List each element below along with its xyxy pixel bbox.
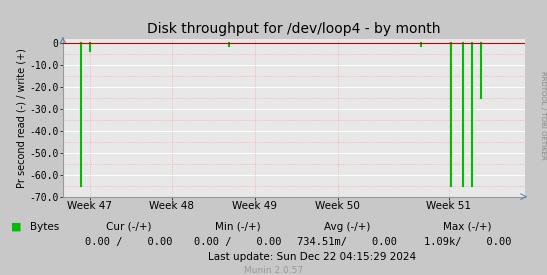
Text: Max (-/+): Max (-/+)	[444, 222, 492, 232]
Text: Last update: Sun Dec 22 04:15:29 2024: Last update: Sun Dec 22 04:15:29 2024	[208, 252, 416, 262]
Text: ■: ■	[11, 222, 21, 232]
Text: 0.00 /    0.00: 0.00 / 0.00	[194, 237, 282, 247]
Text: 0.00 /    0.00: 0.00 / 0.00	[85, 237, 172, 247]
Text: RRDTOOL / TOBI OETIKER: RRDTOOL / TOBI OETIKER	[540, 71, 546, 160]
Title: Disk throughput for /dev/loop4 - by month: Disk throughput for /dev/loop4 - by mont…	[147, 22, 441, 36]
Text: Cur (-/+): Cur (-/+)	[106, 222, 152, 232]
Text: 1.09k/    0.00: 1.09k/ 0.00	[424, 237, 511, 247]
Text: Munin 2.0.57: Munin 2.0.57	[244, 266, 303, 274]
Text: Bytes: Bytes	[30, 222, 59, 232]
Text: Avg (-/+): Avg (-/+)	[324, 222, 370, 232]
Text: Min (-/+): Min (-/+)	[215, 222, 261, 232]
Text: 734.51m/    0.00: 734.51m/ 0.00	[298, 237, 397, 247]
Y-axis label: Pr second read (-) / write (+): Pr second read (-) / write (+)	[16, 48, 27, 188]
